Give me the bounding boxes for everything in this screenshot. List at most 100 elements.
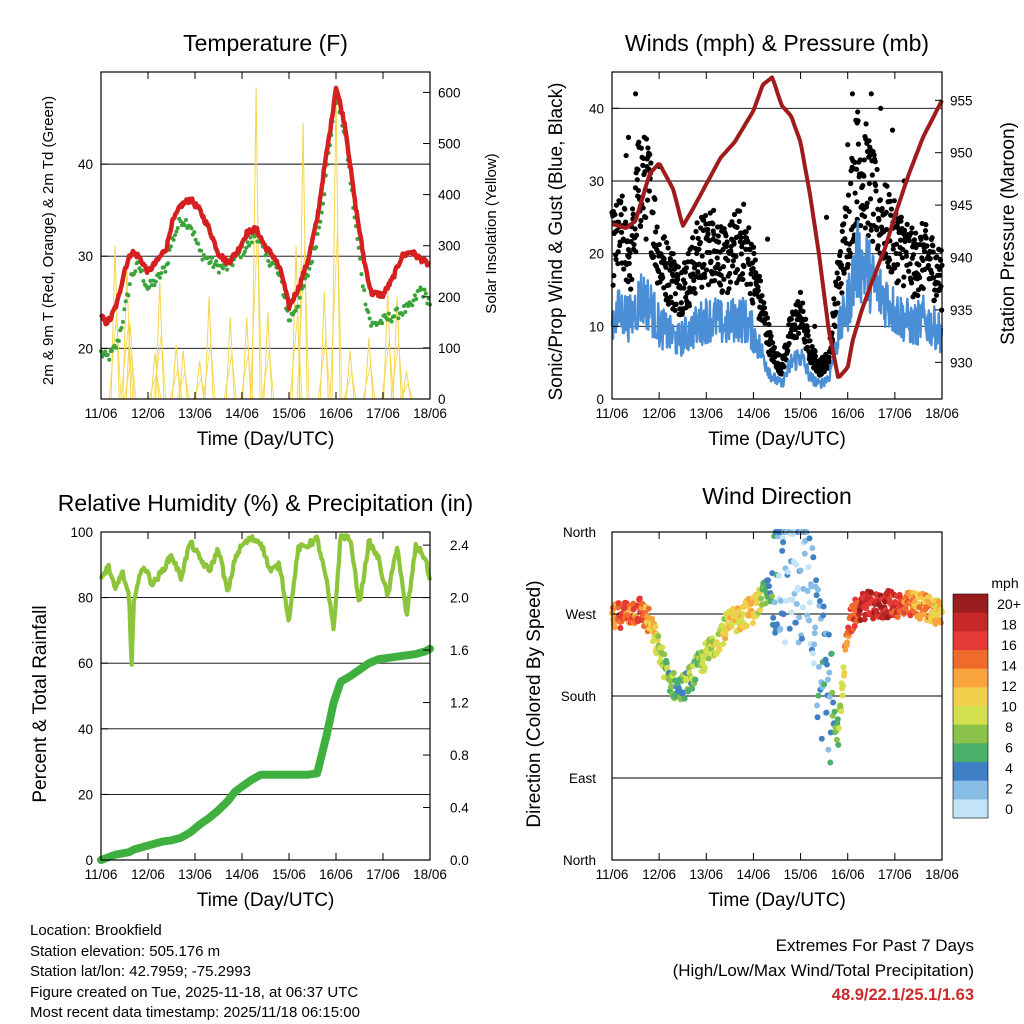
gust-point	[826, 354, 832, 360]
gust-point	[933, 292, 940, 298]
dewpoint-point	[356, 245, 361, 250]
temperature-ytick-label: 20	[78, 341, 93, 356]
gust-point	[898, 218, 904, 224]
gust-point	[710, 221, 716, 227]
direction-xlabel: Time (Day/UTC)	[708, 890, 846, 911]
solar-spike	[343, 372, 357, 400]
humidity-xtick-label: 15/06	[272, 867, 306, 882]
gust-point	[931, 297, 937, 303]
legend-label: 8	[1005, 719, 1013, 735]
direction-point	[826, 669, 833, 676]
direction-chart: Wind Direction North East South West North Dir…	[524, 483, 1021, 911]
dewpoint-point	[244, 245, 249, 250]
gust-point	[855, 109, 861, 115]
gust-point	[930, 243, 936, 249]
gust-point	[720, 246, 726, 253]
gust-point	[675, 276, 681, 283]
gust-point	[668, 262, 674, 269]
gust-point	[792, 326, 798, 332]
gust-point	[903, 253, 910, 259]
direction-ytick-label: West	[565, 607, 596, 622]
direction-point	[806, 535, 813, 542]
direction-point	[834, 716, 841, 723]
winds-ytick-label: 40	[589, 101, 604, 116]
dewpoint-point	[159, 271, 164, 276]
gust-point	[823, 214, 830, 220]
gust-point	[734, 267, 741, 273]
gust-point	[831, 296, 837, 302]
direction-point	[780, 539, 787, 546]
dewpoint-point	[316, 225, 321, 230]
solar-spike	[153, 334, 167, 400]
gust-point	[848, 180, 854, 187]
gust-point	[927, 256, 933, 262]
direction-point	[749, 619, 756, 626]
gust-point	[654, 224, 660, 230]
gust-point	[937, 272, 943, 278]
gust-point	[866, 138, 872, 144]
direction-point	[813, 592, 820, 599]
solar-ytick-label: 400	[438, 188, 461, 203]
dewpoint-point	[109, 348, 114, 353]
info-recent: Most recent data timestamp: 2025/11/18 0…	[30, 1004, 360, 1021]
humidity-xtick-label: 14/06	[225, 867, 259, 882]
gust-point	[874, 166, 880, 173]
gust-point	[731, 211, 738, 218]
gust-point	[923, 235, 929, 241]
gust-point	[707, 249, 713, 256]
direction-point	[652, 623, 659, 630]
gust-point	[761, 300, 767, 306]
gust-point	[656, 241, 662, 248]
temperature-ytick-label: 30	[78, 249, 93, 264]
direction-point	[784, 568, 791, 575]
gust-point	[655, 268, 662, 275]
winds-ytick-label: 0	[596, 392, 604, 407]
winds-xtick-label: 15/06	[784, 406, 818, 421]
gust-point	[906, 237, 912, 244]
gust-point	[671, 266, 677, 272]
direction-point	[821, 681, 828, 688]
direction-point	[704, 650, 711, 657]
solar-ytick-label: 0	[438, 392, 446, 407]
dewpoint-point	[360, 284, 365, 289]
temperature-xlabel: Time (Day/UTC)	[197, 429, 335, 450]
direction-point	[757, 595, 764, 602]
direction-point	[743, 622, 750, 629]
direction-point	[720, 640, 727, 647]
direction-point	[692, 676, 699, 683]
gust-point	[630, 211, 636, 217]
gust-point	[868, 227, 874, 233]
dewpoint-point	[225, 267, 230, 272]
gust-point	[667, 267, 673, 273]
direction-point	[768, 593, 775, 600]
winds-ytick-label: 10	[589, 319, 604, 334]
gust-point	[702, 213, 709, 219]
gust-point	[864, 200, 870, 206]
precip-ytick-label: 1.2	[450, 696, 469, 711]
gust-point	[745, 238, 751, 244]
dewpoint-point	[137, 266, 142, 271]
dewpoint-point	[266, 259, 271, 264]
gust-point	[922, 227, 929, 234]
direction-point	[838, 708, 845, 715]
temperature-ylabel: 2m & 9m T (Red, Orange) & 2m Td (Green)	[40, 96, 57, 385]
direction-point	[830, 699, 837, 706]
gust-point	[633, 232, 640, 238]
dewpoint-point	[293, 308, 298, 313]
humidity-chart-title: Relative Humidity (%) & Precipitation (i…	[58, 490, 473, 516]
gust-point	[853, 166, 860, 172]
gust-point	[847, 250, 853, 256]
gust-point	[629, 276, 635, 282]
gust-point	[733, 253, 739, 260]
solar-spike	[345, 350, 355, 400]
solar-spike	[400, 382, 413, 400]
gust-point	[870, 211, 877, 217]
dewpoint-point	[175, 225, 180, 230]
gust-point	[759, 293, 765, 299]
gust-point	[929, 270, 935, 276]
gust-point	[879, 205, 885, 212]
gust-point	[730, 263, 736, 269]
direction-point	[786, 625, 793, 632]
solar-spike	[319, 291, 329, 400]
gust-point	[694, 250, 700, 257]
